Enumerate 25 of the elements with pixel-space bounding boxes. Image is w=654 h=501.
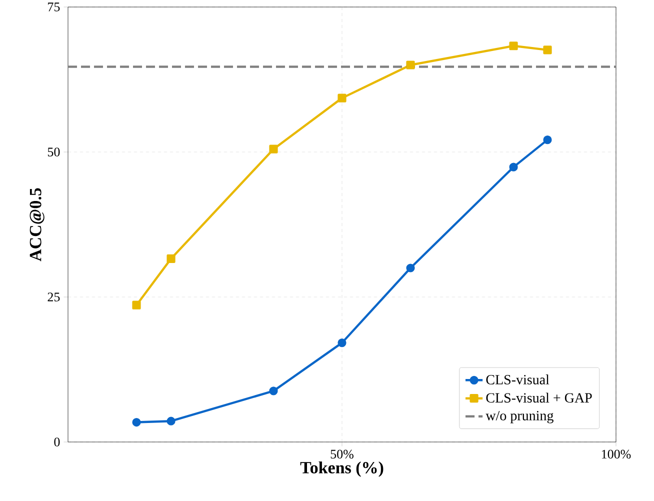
x-tick-label: 50% xyxy=(330,450,354,459)
y-axis-title: ACC@0.5 xyxy=(30,188,44,262)
point xyxy=(166,254,176,264)
point xyxy=(269,386,278,396)
point xyxy=(406,264,415,272)
y-tick-label: 0 xyxy=(54,438,60,446)
point xyxy=(338,338,346,348)
x-axis-title: Tokens (%) xyxy=(300,461,384,477)
legend-label: w/o pruning xyxy=(486,410,554,424)
y-tick-label: 75 xyxy=(48,2,60,12)
legend-label: CLS-visual xyxy=(486,374,550,384)
point xyxy=(338,94,346,102)
x-tick-label: 100% xyxy=(602,450,631,459)
point xyxy=(543,136,552,144)
y-tick-label: 50 xyxy=(48,148,60,156)
point xyxy=(166,416,176,426)
legend-label: CLS-visual + GAP xyxy=(486,392,592,403)
point xyxy=(509,42,518,50)
point xyxy=(269,144,278,154)
point xyxy=(509,162,518,172)
point xyxy=(132,300,141,310)
y-tick-label: 25 xyxy=(48,292,60,302)
point xyxy=(543,46,552,54)
point xyxy=(132,418,141,427)
point xyxy=(406,60,415,70)
